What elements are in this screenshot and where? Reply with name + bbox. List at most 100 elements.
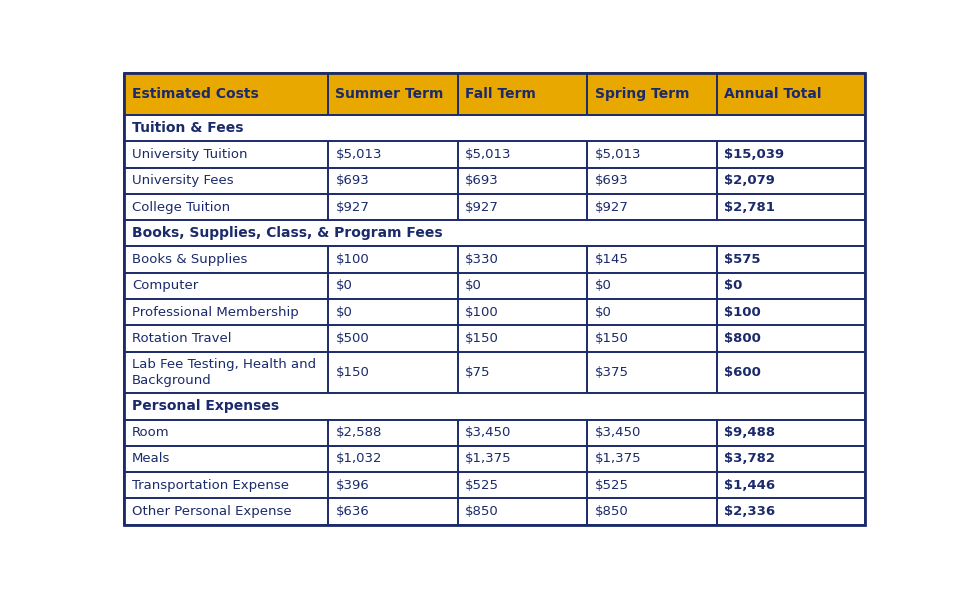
Text: Books, Supplies, Class, & Program Fees: Books, Supplies, Class, & Program Fees [132,226,443,240]
Bar [124,472,328,498]
Bar [124,498,328,525]
Bar [457,325,587,352]
Text: $100: $100 [724,305,761,318]
Text: $525: $525 [465,479,499,492]
Text: $927: $927 [594,201,628,214]
Text: $100: $100 [465,305,499,318]
Text: $693: $693 [336,174,370,187]
Bar [587,141,717,168]
Bar [717,325,865,352]
Text: Annual Total: Annual Total [724,87,821,101]
Bar [587,420,717,446]
Bar [457,73,587,115]
Bar [328,420,457,446]
Text: $927: $927 [336,201,370,214]
Bar [124,325,328,352]
Bar [587,472,717,498]
Text: $0: $0 [336,305,352,318]
Text: Rotation Travel: Rotation Travel [132,332,232,345]
Text: $396: $396 [336,479,370,492]
Bar [124,168,328,194]
Bar [457,141,587,168]
Bar [457,472,587,498]
Bar [328,446,457,472]
Bar [717,299,865,325]
Text: $693: $693 [594,174,628,187]
Bar [717,141,865,168]
Text: $75: $75 [465,366,490,379]
Text: $3,782: $3,782 [724,452,775,465]
Text: University Tuition: University Tuition [132,148,247,161]
Text: $2,588: $2,588 [336,426,382,439]
Text: $500: $500 [336,332,370,345]
Text: Books & Supplies: Books & Supplies [132,253,247,266]
Bar [328,325,457,352]
Bar [124,446,328,472]
Text: $9,488: $9,488 [724,426,775,439]
Text: $850: $850 [465,505,499,518]
Bar [328,273,457,299]
Bar [587,352,717,393]
Text: Personal Expenses: Personal Expenses [132,400,279,413]
Text: Tuition & Fees: Tuition & Fees [132,121,243,135]
Text: $0: $0 [594,305,612,318]
Bar [124,273,328,299]
Bar [328,472,457,498]
Bar [457,446,587,472]
Text: $330: $330 [465,253,499,266]
Bar [457,194,587,220]
Text: Fall Term: Fall Term [465,87,536,101]
Text: $0: $0 [336,279,352,292]
Bar [124,141,328,168]
Text: $1,375: $1,375 [465,452,511,465]
Text: $1,375: $1,375 [594,452,641,465]
Text: $5,013: $5,013 [594,148,641,161]
Text: $2,336: $2,336 [724,505,775,518]
Text: $2,781: $2,781 [724,201,775,214]
Bar [124,220,865,246]
Bar [717,194,865,220]
Text: $3,450: $3,450 [594,426,641,439]
Text: $0: $0 [465,279,482,292]
Bar [328,141,457,168]
Text: Summer Term: Summer Term [336,87,444,101]
Text: Professional Membership: Professional Membership [132,305,298,318]
Bar [717,446,865,472]
Bar [587,446,717,472]
Bar [328,194,457,220]
Bar [457,498,587,525]
Text: $375: $375 [594,366,628,379]
Text: University Fees: University Fees [132,174,234,187]
Bar [328,498,457,525]
Text: $0: $0 [724,279,742,292]
Bar [717,246,865,273]
Text: $145: $145 [594,253,628,266]
Bar [124,299,328,325]
Text: $693: $693 [465,174,499,187]
Bar [328,352,457,393]
Text: $100: $100 [336,253,370,266]
Bar [587,498,717,525]
Bar [457,246,587,273]
Text: $5,013: $5,013 [465,148,511,161]
Text: College Tuition: College Tuition [132,201,230,214]
Text: $575: $575 [724,253,760,266]
Bar [587,273,717,299]
Bar [717,420,865,446]
Bar [457,299,587,325]
Bar [457,420,587,446]
Bar [717,73,865,115]
Bar [328,299,457,325]
Text: $150: $150 [594,332,628,345]
Bar [457,352,587,393]
Bar [124,420,328,446]
Text: $15,039: $15,039 [724,148,785,161]
Bar [328,246,457,273]
Text: $150: $150 [465,332,499,345]
Bar [717,352,865,393]
Text: $1,446: $1,446 [724,479,775,492]
Text: Other Personal Expense: Other Personal Expense [132,505,291,518]
Text: $525: $525 [594,479,628,492]
Text: $927: $927 [465,201,499,214]
Bar [328,73,457,115]
